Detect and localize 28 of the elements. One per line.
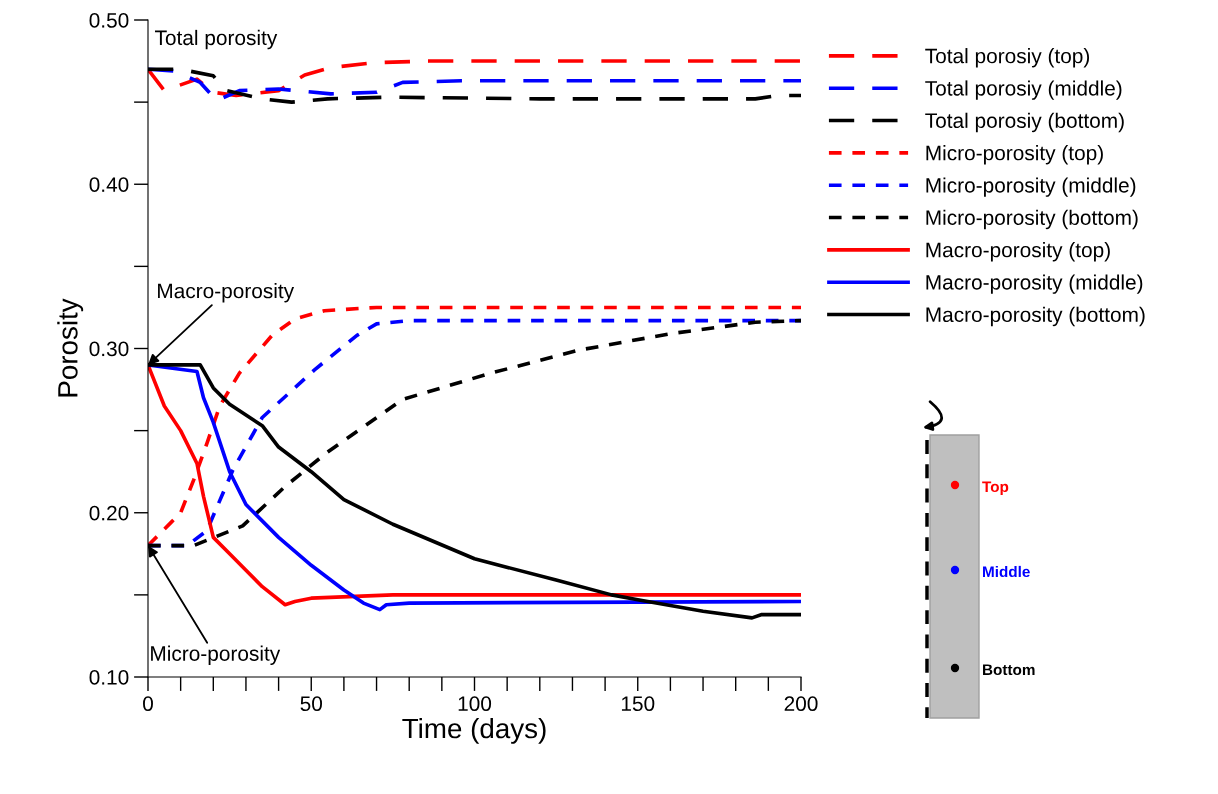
legend-label: Micro-porosity (bottom) — [926, 209, 1138, 230]
y-axis-title: Porosity — [57, 298, 84, 397]
x-tick-label: 200 — [784, 696, 818, 712]
legend-label: Macro-porosity (top) — [926, 242, 1110, 262]
y-tick-label: 0.40 — [89, 177, 129, 192]
legend-label: Total porosiy (top) — [925, 48, 1090, 68]
legend-label: Macro-porosity (middle) — [926, 274, 1143, 294]
y-tick-label: 0.20 — [89, 505, 129, 521]
annotation: Total porosity — [155, 29, 278, 50]
legend-label: Micro-porosity (middle) — [926, 177, 1136, 197]
y-tick-label: 0.50 — [89, 13, 129, 28]
line-series — [148, 59, 801, 98]
text: Middle — [983, 565, 1030, 578]
x-axis-title: Time (days) — [402, 717, 546, 744]
legend-label: Micro-porosity (top) — [926, 145, 1103, 165]
x-tick-label: 150 — [621, 696, 655, 712]
annotation: Macro-porosity — [158, 283, 295, 303]
legend-label: Total porosiy (bottom) — [925, 112, 1124, 133]
x-tick-label: 0 — [143, 696, 153, 712]
text: Top — [982, 481, 1009, 496]
x-tick-label: 50 — [300, 696, 323, 712]
legend-label: Total porosiy (middle) — [925, 80, 1122, 100]
annotation: Micro-porosity — [151, 645, 281, 666]
y-tick-label: 0.30 — [89, 341, 129, 357]
x-tick-label: 100 — [458, 696, 492, 712]
y-tick-label: 0.10 — [89, 670, 129, 685]
legend-label: Macro-porosity (bottom) — [926, 306, 1145, 327]
text: Bottom — [983, 664, 1035, 676]
